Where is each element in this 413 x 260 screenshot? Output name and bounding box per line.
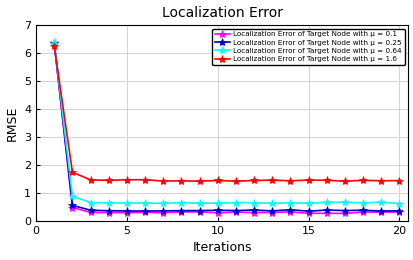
Localization Error of Target Node with μ = 0.1 [233,211,238,214]
Localization Error of Target Node with μ = 0.1 [251,211,256,214]
Localization Error of Target Node with μ = 0.64 [160,202,165,205]
Localization Error of Target Node with μ = 0.1 [197,210,202,213]
Localization Error of Target Node with μ = 0.64 [323,201,328,204]
Localization Error of Target Node with μ = 0.25 [287,208,292,211]
Localization Error of Target Node with μ = 0.64 [197,202,202,205]
Localization Error of Target Node with μ = 0.25 [269,209,274,212]
Localization Error of Target Node with μ = 0.25 [396,209,401,212]
Localization Error of Target Node with μ = 0.25 [197,209,202,212]
Localization Error of Target Node with μ = 0.25 [178,209,183,212]
Localization Error of Target Node with μ = 0.64 [142,202,147,205]
Localization Error of Target Node with μ = 1.6 [197,180,202,183]
Localization Error of Target Node with μ = 1.6 [251,179,256,182]
Localization Error of Target Node with μ = 1.6 [106,179,111,182]
Line: Localization Error of Target Node with μ = 1.6: Localization Error of Target Node with μ… [50,42,403,185]
Localization Error of Target Node with μ = 0.64 [88,201,93,204]
Localization Error of Target Node with μ = 0.25 [305,210,310,213]
Localization Error of Target Node with μ = 0.64 [305,202,310,205]
Localization Error of Target Node with μ = 0.25 [106,209,111,212]
Localization Error of Target Node with μ = 1.6 [142,178,147,181]
Localization Error of Target Node with μ = 0.64 [269,202,274,205]
Localization Error of Target Node with μ = 0.1 [305,212,310,215]
Localization Error of Target Node with μ = 0.1 [124,211,129,214]
Localization Error of Target Node with μ = 0.64 [287,201,292,204]
Localization Error of Target Node with μ = 0.64 [342,201,347,204]
Localization Error of Target Node with μ = 0.25 [88,209,93,212]
Line: Localization Error of Target Node with μ = 0.1: Localization Error of Target Node with μ… [50,39,403,218]
Localization Error of Target Node with μ = 0.25 [142,210,147,213]
Localization Error of Target Node with μ = 0.64 [233,201,238,204]
Line: Localization Error of Target Node with μ = 0.64: Localization Error of Target Node with μ… [50,38,403,208]
Localization Error of Target Node with μ = 0.25 [360,209,365,212]
Localization Error of Target Node with μ = 0.64 [396,202,401,205]
Line: Localization Error of Target Node with μ = 0.25: Localization Error of Target Node with μ… [50,39,403,215]
Localization Error of Target Node with μ = 0.1 [160,211,165,214]
Localization Error of Target Node with μ = 0.1 [396,210,401,213]
Localization Error of Target Node with μ = 0.1 [106,211,111,214]
X-axis label: Iterations: Iterations [192,242,252,255]
Localization Error of Target Node with μ = 0.64 [124,202,129,205]
Localization Error of Target Node with μ = 0.1 [269,211,274,214]
Localization Error of Target Node with μ = 0.1 [360,211,365,214]
Localization Error of Target Node with μ = 0.1 [178,210,183,213]
Localization Error of Target Node with μ = 1.6 [70,171,75,174]
Localization Error of Target Node with μ = 0.1 [70,206,75,209]
Localization Error of Target Node with μ = 1.6 [360,179,365,182]
Localization Error of Target Node with μ = 0.64 [52,41,57,44]
Localization Error of Target Node with μ = 0.25 [215,209,220,212]
Localization Error of Target Node with μ = 0.25 [378,209,383,212]
Localization Error of Target Node with μ = 0.25 [323,209,328,212]
Localization Error of Target Node with μ = 1.6 [378,179,383,182]
Y-axis label: RMSE: RMSE [5,105,19,141]
Localization Error of Target Node with μ = 1.6 [396,179,401,182]
Localization Error of Target Node with μ = 0.1 [52,42,57,45]
Localization Error of Target Node with μ = 0.25 [124,209,129,212]
Localization Error of Target Node with μ = 1.6 [124,178,129,181]
Localization Error of Target Node with μ = 0.64 [178,201,183,204]
Localization Error of Target Node with μ = 0.64 [360,201,365,204]
Localization Error of Target Node with μ = 1.6 [233,180,238,183]
Localization Error of Target Node with μ = 1.6 [215,179,220,182]
Localization Error of Target Node with μ = 1.6 [269,179,274,182]
Localization Error of Target Node with μ = 0.64 [378,201,383,204]
Localization Error of Target Node with μ = 0.1 [378,211,383,214]
Localization Error of Target Node with μ = 1.6 [287,179,292,182]
Localization Error of Target Node with μ = 1.6 [52,44,57,48]
Localization Error of Target Node with μ = 1.6 [178,179,183,183]
Localization Error of Target Node with μ = 0.1 [287,210,292,213]
Localization Error of Target Node with μ = 0.64 [70,195,75,198]
Localization Error of Target Node with μ = 0.1 [142,211,147,214]
Localization Error of Target Node with μ = 0.25 [233,209,238,212]
Localization Error of Target Node with μ = 1.6 [305,179,310,182]
Localization Error of Target Node with μ = 0.25 [160,209,165,212]
Localization Error of Target Node with μ = 1.6 [323,179,328,182]
Localization Error of Target Node with μ = 1.6 [88,178,93,181]
Localization Error of Target Node with μ = 0.1 [323,212,328,215]
Localization Error of Target Node with μ = 1.6 [342,180,347,183]
Localization Error of Target Node with μ = 0.1 [88,211,93,214]
Localization Error of Target Node with μ = 0.25 [52,42,57,45]
Legend: Localization Error of Target Node with μ = 0.1, Localization Error of Target Nod: Localization Error of Target Node with μ… [212,29,404,65]
Localization Error of Target Node with μ = 1.6 [160,179,165,183]
Title: Localization Error: Localization Error [161,5,282,19]
Localization Error of Target Node with μ = 0.64 [251,201,256,204]
Localization Error of Target Node with μ = 0.1 [215,211,220,214]
Localization Error of Target Node with μ = 0.25 [342,209,347,212]
Localization Error of Target Node with μ = 0.64 [106,201,111,204]
Localization Error of Target Node with μ = 0.64 [215,202,220,205]
Localization Error of Target Node with μ = 0.1 [342,212,347,215]
Localization Error of Target Node with μ = 0.25 [70,204,75,207]
Localization Error of Target Node with μ = 0.25 [251,209,256,212]
